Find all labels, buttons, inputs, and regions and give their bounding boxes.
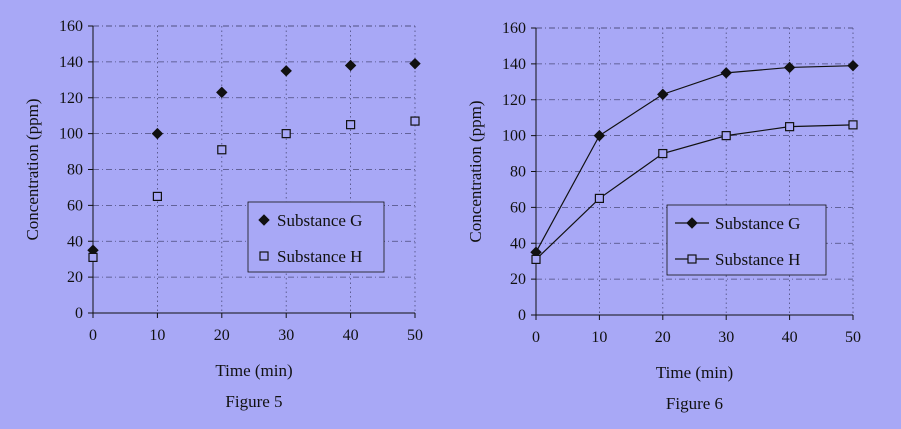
data-point — [783, 61, 796, 74]
data-point — [88, 252, 98, 262]
figure-caption: Figure 5 — [225, 392, 282, 411]
series-substance-g — [87, 57, 421, 256]
y-tick-label: 140 — [59, 54, 83, 71]
y-tick-label: 80 — [510, 164, 526, 181]
x-tick-label: 50 — [845, 329, 861, 346]
legend-marker-swatch — [258, 214, 270, 226]
y-tick-label: 80 — [67, 162, 83, 179]
y-tick-label: 60 — [510, 199, 526, 216]
figure-caption: Figure 6 — [666, 394, 723, 413]
x-axis-title: Time (min) — [215, 361, 292, 380]
x-tick-label: 30 — [718, 329, 734, 346]
data-point — [216, 86, 228, 99]
legend-label: Substance H — [715, 250, 800, 269]
x-tick-label: 40 — [782, 329, 798, 346]
x-tick-label: 20 — [655, 329, 671, 346]
data-point — [280, 65, 292, 77]
data-point — [720, 67, 732, 79]
data-point — [281, 129, 291, 139]
legend-label: Substance G — [277, 211, 362, 230]
data-point — [409, 57, 421, 70]
data-point — [217, 145, 227, 155]
series-substance-h — [531, 120, 858, 264]
legend: Substance G Substance H — [247, 201, 385, 273]
y-tick-label: 120 — [59, 90, 83, 107]
y-tick-label: 100 — [502, 128, 526, 145]
legend-marker-swatch — [259, 251, 269, 261]
y-tick-label: 20 — [510, 271, 526, 288]
y-tick-label: 0 — [75, 305, 83, 322]
legend-label: Substance G — [715, 214, 800, 233]
x-axis-title: Time (min) — [656, 363, 733, 382]
x-tick-label: 10 — [149, 327, 165, 344]
y-tick-label: 0 — [518, 307, 526, 324]
data-point — [594, 193, 605, 204]
data-point — [344, 59, 357, 72]
data-point — [410, 116, 420, 126]
y-tick-label: 140 — [502, 56, 526, 73]
y-tick-label: 40 — [510, 235, 526, 252]
y-tick-label: 160 — [502, 20, 526, 37]
legend-box — [247, 201, 385, 273]
data-point — [847, 59, 859, 72]
x-tick-label: 40 — [343, 327, 359, 344]
chart-figure-6: 0 20 40 60 80 100 120 140 160 0 10 20 30 40 50 Substanc… — [466, 20, 861, 413]
data-point — [346, 120, 356, 130]
series-line — [535, 124, 854, 260]
data-point — [721, 131, 731, 141]
data-point — [658, 148, 668, 159]
data-point — [531, 254, 541, 264]
data-point — [657, 88, 669, 101]
y-tick-label: 40 — [67, 233, 83, 250]
data-point — [593, 129, 606, 142]
series-line — [535, 65, 854, 253]
x-tick-label: 20 — [214, 327, 230, 344]
legend-marker-swatch — [686, 217, 698, 229]
chart-figure-5: 0 20 40 60 80 100 120 140 160 0 10 20 30 40 50 Substanc… — [23, 18, 423, 411]
data-point — [151, 127, 164, 140]
data-point — [848, 120, 858, 130]
x-tick-label: 50 — [407, 327, 423, 344]
x-tick-label: 0 — [532, 329, 540, 346]
legend-label: Substance H — [277, 247, 362, 266]
y-axis-title: Concentration (ppm) — [23, 98, 42, 240]
y-axis-title: Concentration (ppm) — [466, 100, 485, 242]
y-tick-label: 60 — [67, 197, 83, 214]
x-tick-label: 30 — [278, 327, 294, 344]
x-tick-label: 0 — [89, 327, 97, 344]
y-tick-label: 120 — [502, 92, 526, 109]
series-substance-g — [530, 59, 859, 258]
x-tick-label: 10 — [591, 329, 607, 346]
y-tick-label: 160 — [59, 18, 83, 35]
data-point — [152, 191, 162, 202]
legend: Substance G Substance H — [666, 204, 827, 276]
y-tick-label: 100 — [59, 126, 83, 143]
y-tick-label: 20 — [67, 269, 83, 286]
data-point — [784, 122, 795, 132]
series-substance-h — [88, 116, 420, 262]
legend-marker-swatch — [687, 254, 697, 264]
